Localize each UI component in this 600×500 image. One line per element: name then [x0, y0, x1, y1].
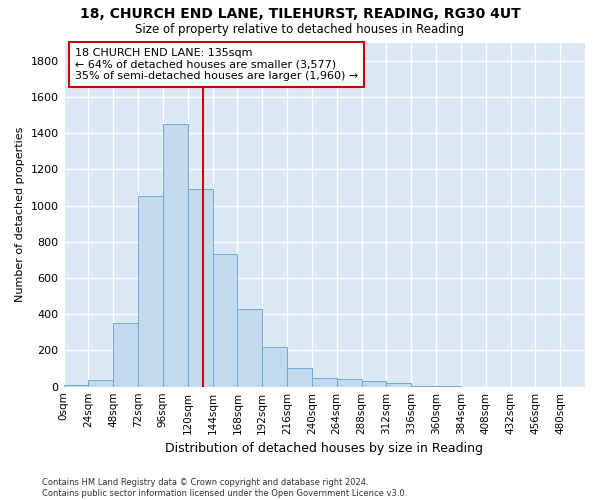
- Bar: [362, 381, 386, 386]
- Y-axis label: Number of detached properties: Number of detached properties: [15, 127, 25, 302]
- X-axis label: Distribution of detached houses by size in Reading: Distribution of detached houses by size …: [165, 442, 483, 455]
- Bar: [188, 189, 212, 386]
- Bar: [262, 347, 287, 387]
- Bar: [287, 368, 312, 386]
- Bar: [212, 254, 238, 386]
- Bar: [138, 196, 163, 386]
- Bar: [163, 124, 188, 386]
- Bar: [312, 378, 337, 386]
- Bar: [386, 383, 411, 386]
- Bar: [113, 324, 138, 386]
- Text: Contains HM Land Registry data © Crown copyright and database right 2024.
Contai: Contains HM Land Registry data © Crown c…: [42, 478, 407, 498]
- Bar: [88, 380, 113, 386]
- Bar: [64, 385, 88, 386]
- Text: 18 CHURCH END LANE: 135sqm
← 64% of detached houses are smaller (3,577)
35% of s: 18 CHURCH END LANE: 135sqm ← 64% of deta…: [75, 48, 358, 81]
- Bar: [238, 309, 262, 386]
- Text: 18, CHURCH END LANE, TILEHURST, READING, RG30 4UT: 18, CHURCH END LANE, TILEHURST, READING,…: [80, 8, 520, 22]
- Bar: [337, 378, 362, 386]
- Text: Size of property relative to detached houses in Reading: Size of property relative to detached ho…: [136, 22, 464, 36]
